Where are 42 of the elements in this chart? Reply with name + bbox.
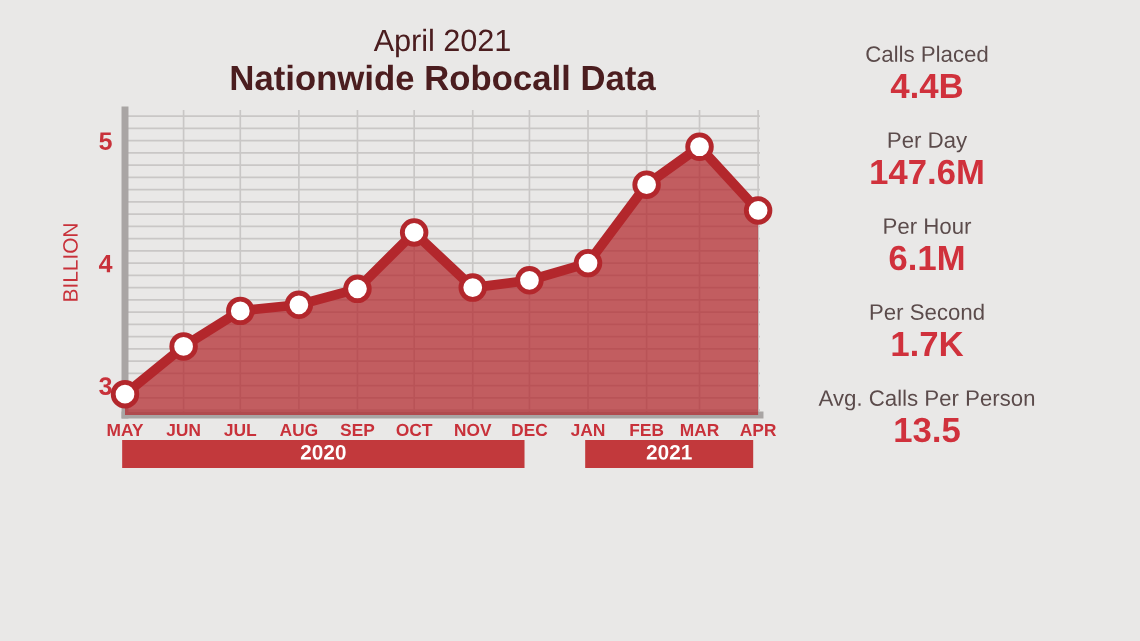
x-tick-label: JUL	[224, 423, 257, 437]
x-tick-label: APR	[740, 423, 777, 436]
x-tick-label: FEB	[630, 423, 664, 436]
text: 4.4B	[890, 74, 963, 98]
x-tick-label: JUN	[166, 423, 200, 437]
text: 2021	[646, 444, 692, 460]
text: Per Day	[888, 132, 968, 153]
x-tick-label: OCT	[396, 423, 433, 437]
y-tick-label: 4	[98, 254, 113, 273]
point	[743, 196, 773, 225]
x-tick-label: MAR	[680, 423, 719, 436]
x-tick-label: DEC	[512, 423, 548, 437]
x-tick-label: JAN	[570, 423, 605, 437]
x-tick-label: NOV	[455, 423, 492, 437]
point	[515, 266, 544, 295]
point	[284, 290, 314, 319]
point	[632, 170, 661, 199]
y-tick-label: 3	[99, 377, 112, 395]
point	[110, 379, 140, 409]
x-tick-label: MAY	[107, 423, 144, 436]
y-tick-label: 5	[99, 132, 112, 150]
text: 2020	[300, 444, 346, 460]
chart-title: Nationwide Robocall Data	[231, 64, 656, 91]
text: 1.7K	[892, 332, 964, 356]
text: 147.6M	[871, 159, 983, 185]
point	[685, 132, 714, 161]
point	[573, 248, 603, 278]
text: Per Hour	[884, 218, 972, 234]
point	[458, 273, 487, 302]
x-tick-label: AUG	[280, 423, 318, 437]
text: Calls Placed	[866, 45, 988, 62]
text: Avg. Calls Per Person	[818, 389, 1035, 411]
text: Per Second	[870, 303, 984, 320]
chart-subtitle: April 2021	[373, 28, 510, 58]
point	[169, 332, 198, 361]
point	[226, 296, 255, 326]
point	[343, 274, 372, 304]
x-tick-label: SEP	[340, 423, 375, 437]
text: 13.5	[895, 417, 960, 443]
point	[399, 218, 429, 247]
text: 6.1M	[889, 245, 964, 271]
y-axis-title: BILLION	[63, 224, 78, 301]
